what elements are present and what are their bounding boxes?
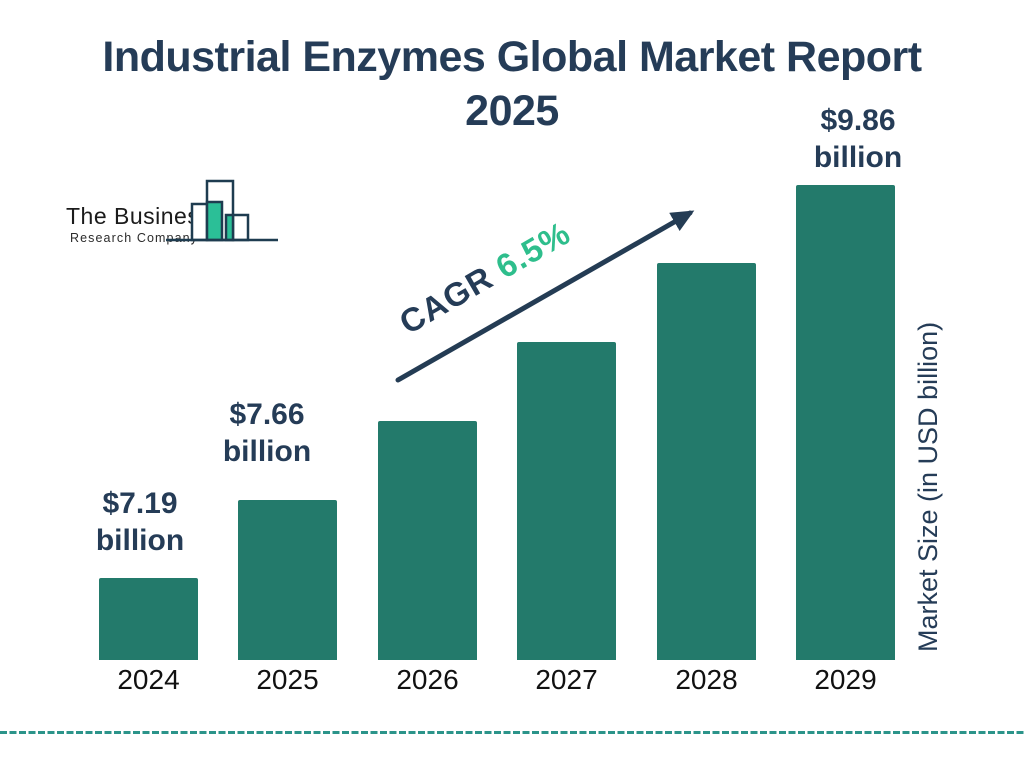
y-axis-label: Market Size (in USD billion) (913, 321, 943, 652)
bar-2028 (657, 263, 756, 660)
bottom-dashed-divider (0, 731, 1024, 734)
logo-wordmark: The Business Research Company (66, 203, 212, 245)
trend-arrow (395, 210, 695, 383)
year-label-2025: 2025 (256, 664, 319, 695)
logo-bar-chart-icon (166, 179, 278, 242)
page-title-line1: Industrial Enzymes Global Market Report (102, 33, 922, 81)
bar-2029 (796, 185, 895, 660)
value-label-2024: $7.19 billion (95, 487, 185, 557)
year-label-2028: 2028 (675, 664, 738, 695)
year-label-2027: 2027 (535, 664, 598, 695)
page-title: Industrial Enzymes Global Market Report … (0, 30, 1024, 138)
year-label-2024: 2024 (117, 664, 180, 695)
bar-2027 (517, 342, 616, 660)
bar-2024 (99, 578, 198, 660)
year-label-2029: 2029 (814, 664, 877, 695)
logo-subname: Research Company (69, 231, 199, 245)
value-label-2029: $9.86 billion (813, 104, 903, 174)
bar-2025 (238, 500, 337, 660)
bar-2026 (378, 421, 477, 660)
page-title-line2: 2025 (465, 87, 559, 135)
value-label-2025: $7.66 billion (222, 398, 312, 468)
logo-name: The Business (66, 203, 212, 229)
year-label-2026: 2026 (396, 664, 459, 695)
